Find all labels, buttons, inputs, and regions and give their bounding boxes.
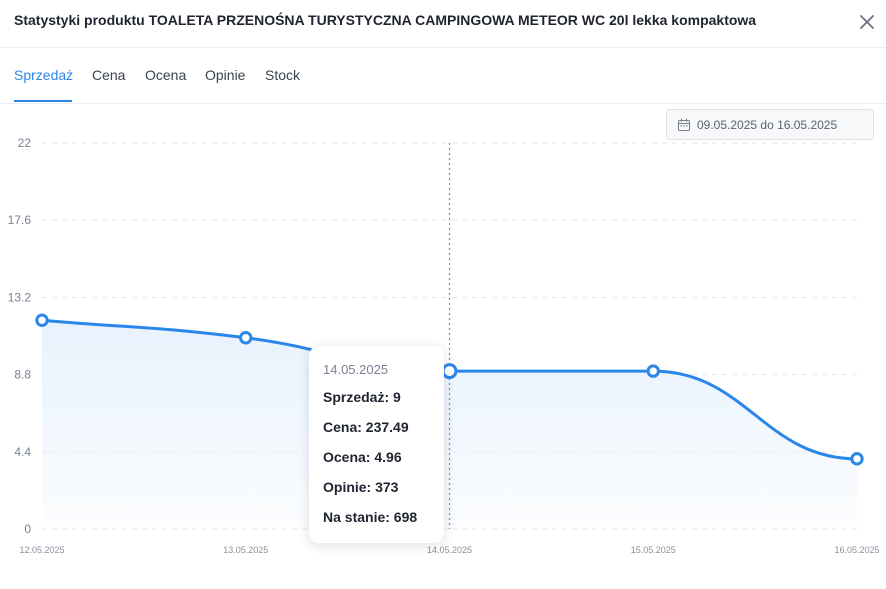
- y-tick-label: 8.8: [14, 368, 31, 382]
- x-tick-label: 15.05.2025: [631, 545, 676, 555]
- tab-sprzedaz[interactable]: Sprzedaż: [14, 67, 74, 83]
- x-tick-label: 16.05.2025: [834, 545, 879, 555]
- tooltip-rating: Ocena: 4.96: [323, 449, 402, 465]
- tab-opinie[interactable]: Opinie: [205, 67, 246, 83]
- modal-header: Statystyki produktu TOALETA PRZENOŚNA TU…: [0, 0, 886, 48]
- calendar-icon: [677, 118, 691, 132]
- tooltip-date: 14.05.2025: [323, 362, 389, 377]
- data-point[interactable]: [850, 452, 864, 466]
- x-tick-label: 12.05.2025: [19, 545, 64, 555]
- y-tick-label: 13.2: [8, 290, 32, 304]
- modal-title: Statystyki produktu TOALETA PRZENOŚNA TU…: [14, 12, 757, 28]
- tooltip-sales: Sprzedaż: 9: [323, 389, 401, 405]
- tooltip-stock: Na stanie: 698: [323, 509, 418, 525]
- tooltip-reviews: Opinie: 373: [323, 479, 399, 495]
- data-point-active[interactable]: [441, 363, 458, 380]
- tab-bar: Sprzedaż Cena Ocena Opinie Stock 09.05.2…: [0, 48, 886, 140]
- date-range-label: 09.05.2025 do 16.05.2025: [697, 118, 838, 132]
- y-tick-label: 0: [24, 522, 31, 536]
- y-tick-label: 22: [18, 136, 32, 150]
- close-icon[interactable]: [857, 12, 877, 32]
- data-point[interactable]: [35, 313, 49, 327]
- tab-stock[interactable]: Stock: [265, 67, 301, 83]
- y-tick-label: 4.4: [14, 445, 31, 459]
- tab-ocena[interactable]: Ocena: [145, 67, 187, 83]
- chart-tooltip: 14.05.2025 Sprzedaż: 9 Cena: 237.49 Ocen…: [309, 346, 444, 543]
- y-tick-label: 17.6: [8, 213, 32, 227]
- data-point[interactable]: [646, 364, 660, 378]
- data-point[interactable]: [239, 331, 253, 345]
- tooltip-price: Cena: 237.49: [323, 419, 409, 435]
- date-range-picker[interactable]: 09.05.2025 do 16.05.2025: [666, 109, 874, 140]
- active-tab-indicator: [14, 100, 72, 102]
- x-tick-label: 13.05.2025: [223, 545, 268, 555]
- tab-cena[interactable]: Cena: [92, 67, 126, 83]
- sales-chart: 22 17.6 13.2 8.8 4.4 0 12.05.2025 13.05.2025 14…: [8, 136, 880, 555]
- x-tick-label: 14.05.2025: [427, 545, 472, 555]
